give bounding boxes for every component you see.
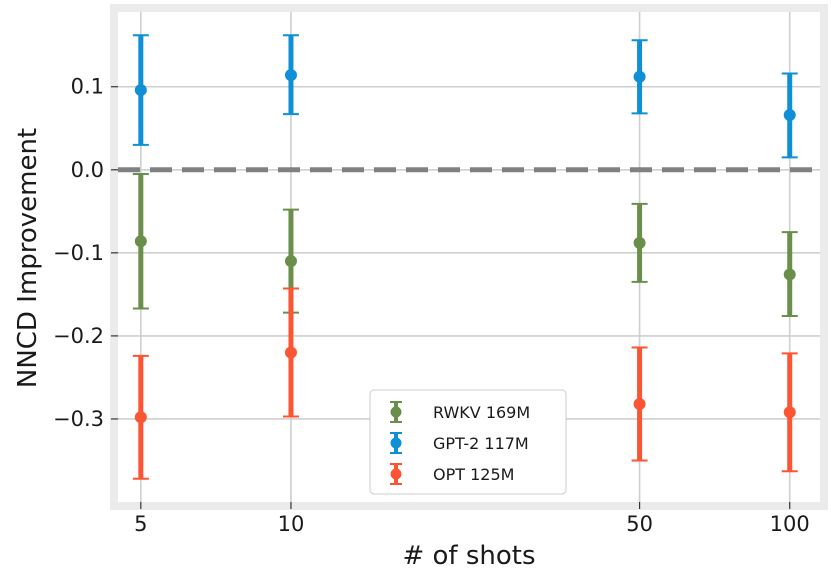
y-tick-label: 0.0	[71, 158, 104, 182]
legend-swatch-point	[390, 406, 402, 418]
y-tick-label: −0.2	[53, 324, 104, 348]
data-point	[134, 235, 147, 248]
series-group	[132, 287, 798, 480]
y-tick-label: −0.3	[53, 407, 104, 431]
data-point	[783, 406, 796, 419]
legend-label: OPT 125M	[433, 465, 514, 484]
data-point	[783, 268, 796, 281]
data-point	[284, 69, 297, 82]
data-point	[134, 411, 147, 424]
x-tick-label: 5	[134, 512, 147, 536]
legend-entry: GPT-2 117M	[390, 432, 529, 454]
legend-swatch-point	[390, 468, 402, 480]
data-point	[633, 236, 646, 249]
y-tick-label: −0.1	[53, 241, 104, 265]
legend-box	[369, 389, 567, 495]
x-tick-label: 100	[770, 512, 810, 536]
data-point	[633, 70, 646, 83]
legend-entry: OPT 125M	[390, 463, 514, 485]
legend: RWKV 169M GPT-2 117M OPT 125M	[369, 389, 567, 495]
y-tick-label: 0.1	[71, 75, 104, 99]
data-point	[783, 108, 796, 121]
x-tick-label: 10	[278, 512, 305, 536]
tick-layer: 5 10 50 100 0.1 0.0 −0.1 −0.2 −0.3	[53, 75, 810, 536]
legend-label: GPT-2 117M	[433, 434, 529, 453]
data-point	[284, 255, 297, 268]
legend-swatch-point	[390, 437, 402, 449]
legend-label: RWKV 169M	[433, 403, 530, 422]
series-layer	[132, 34, 798, 480]
series-group	[132, 34, 798, 159]
data-point	[134, 84, 147, 97]
data-point	[633, 398, 646, 410]
data-point	[284, 346, 297, 359]
x-axis-label: # of shots	[402, 541, 535, 571]
x-tick-label: 50	[626, 512, 653, 536]
legend-entry: RWKV 169M	[390, 401, 530, 423]
y-axis-label: NNCD Improvement	[13, 128, 43, 388]
